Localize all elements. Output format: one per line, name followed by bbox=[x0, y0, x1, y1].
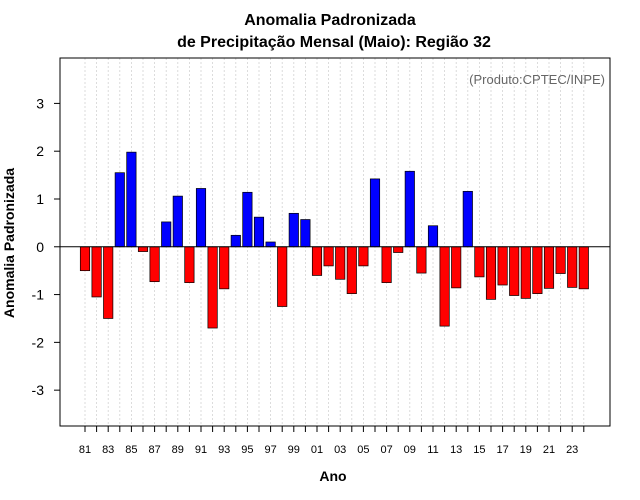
bar-2006 bbox=[369, 178, 381, 248]
bar-1996 bbox=[253, 216, 265, 248]
x-tick-label: 03 bbox=[334, 444, 346, 456]
x-tick-label: 89 bbox=[172, 444, 184, 456]
plot-frame bbox=[59, 57, 611, 427]
bar-2019 bbox=[520, 246, 531, 299]
bar-2008 bbox=[393, 246, 404, 253]
x-tick-label: 01 bbox=[311, 444, 323, 456]
bar-1988 bbox=[161, 221, 172, 248]
y-tick-label: 3 bbox=[36, 95, 44, 111]
bars-group bbox=[79, 151, 589, 329]
chart-subtitle: de Precipitação Mensal (Maio): Região 32 bbox=[177, 34, 491, 51]
bar-1989 bbox=[172, 195, 183, 248]
x-tick-label: 93 bbox=[218, 444, 230, 456]
y-tick-label: 0 bbox=[36, 239, 44, 255]
bar-1993 bbox=[219, 246, 230, 290]
bar-1982 bbox=[91, 246, 102, 298]
chart-title: Anomalia Padronizada bbox=[244, 12, 416, 29]
x-tick-label: 15 bbox=[473, 444, 485, 456]
bar-2021 bbox=[543, 246, 555, 289]
bar-2014 bbox=[462, 190, 473, 248]
bar-1998 bbox=[277, 246, 288, 307]
x-tick-label: 07 bbox=[380, 444, 392, 456]
bar-1990 bbox=[184, 246, 195, 283]
x-tick-label: 91 bbox=[195, 444, 207, 456]
bar-2007 bbox=[381, 246, 392, 283]
y-tick-label: -1 bbox=[32, 287, 45, 303]
x-tick-label: 11 bbox=[427, 444, 438, 456]
x-axis: 81 83 85 87 89 91 93 95 97 99 01 03 05 07 09 11 13 15 17 19… bbox=[79, 426, 585, 456]
x-tick-label: 85 bbox=[125, 444, 137, 456]
x-tick-label: 05 bbox=[357, 444, 369, 456]
bar-2003 bbox=[335, 246, 346, 280]
bar-1999 bbox=[288, 212, 299, 248]
bar-1986 bbox=[137, 246, 149, 252]
bar-2015 bbox=[474, 246, 485, 278]
bar-1981 bbox=[79, 246, 91, 272]
x-tick-label: 97 bbox=[264, 444, 276, 456]
bar-2017 bbox=[497, 246, 508, 286]
y-tick-label: -3 bbox=[32, 382, 45, 398]
x-tick-label: 19 bbox=[520, 444, 532, 456]
bar-2022 bbox=[555, 246, 566, 274]
y-axis-label: Anomalia Padronizada bbox=[1, 168, 17, 318]
bar-2024 bbox=[578, 246, 589, 290]
bar-2023 bbox=[567, 246, 578, 288]
x-tick-label: 21 bbox=[543, 444, 555, 456]
bar-2011 bbox=[427, 225, 439, 248]
bar-2009 bbox=[404, 170, 415, 248]
bar-2020 bbox=[532, 246, 543, 294]
x-tick-label: 81 bbox=[79, 444, 91, 456]
bar-1991 bbox=[195, 188, 207, 248]
bar-1987 bbox=[149, 246, 160, 283]
y-tick-label: 2 bbox=[36, 143, 44, 159]
x-tick-label: 95 bbox=[241, 444, 253, 456]
bar-1995 bbox=[242, 191, 253, 248]
x-tick-label: 99 bbox=[288, 444, 300, 456]
grid-lines bbox=[84, 58, 585, 426]
x-tick-label: 23 bbox=[566, 444, 578, 456]
bar-2005 bbox=[358, 246, 369, 267]
bar-2004 bbox=[346, 246, 357, 294]
y-tick-label: 1 bbox=[36, 191, 44, 207]
bar-2012 bbox=[439, 246, 450, 327]
bar-1997 bbox=[265, 241, 276, 248]
x-axis-label: Ano bbox=[319, 468, 346, 484]
bar-2013 bbox=[451, 246, 462, 289]
bar-1985 bbox=[126, 151, 137, 248]
y-tick-label: -2 bbox=[32, 334, 45, 350]
bar-2018 bbox=[509, 246, 520, 296]
bar-1984 bbox=[114, 172, 125, 248]
bar-1994 bbox=[230, 234, 241, 248]
source-annotation: (Produto:CPTEC/INPE) bbox=[469, 72, 605, 87]
bar-2010 bbox=[416, 246, 427, 274]
bar-2000 bbox=[300, 219, 311, 248]
bar-1983 bbox=[103, 246, 114, 319]
bar-2002 bbox=[323, 246, 334, 267]
bar-2001 bbox=[311, 246, 323, 276]
bar-1992 bbox=[207, 246, 218, 329]
x-tick-label: 13 bbox=[450, 444, 462, 456]
x-tick-label: 09 bbox=[404, 444, 416, 456]
x-tick-label: 87 bbox=[148, 444, 160, 456]
y-axis: -3 -2 -1 0 1 2 3 bbox=[32, 95, 60, 398]
x-tick-label: 17 bbox=[496, 444, 508, 456]
x-tick-label: 83 bbox=[102, 444, 114, 456]
bar-2016 bbox=[485, 246, 497, 300]
